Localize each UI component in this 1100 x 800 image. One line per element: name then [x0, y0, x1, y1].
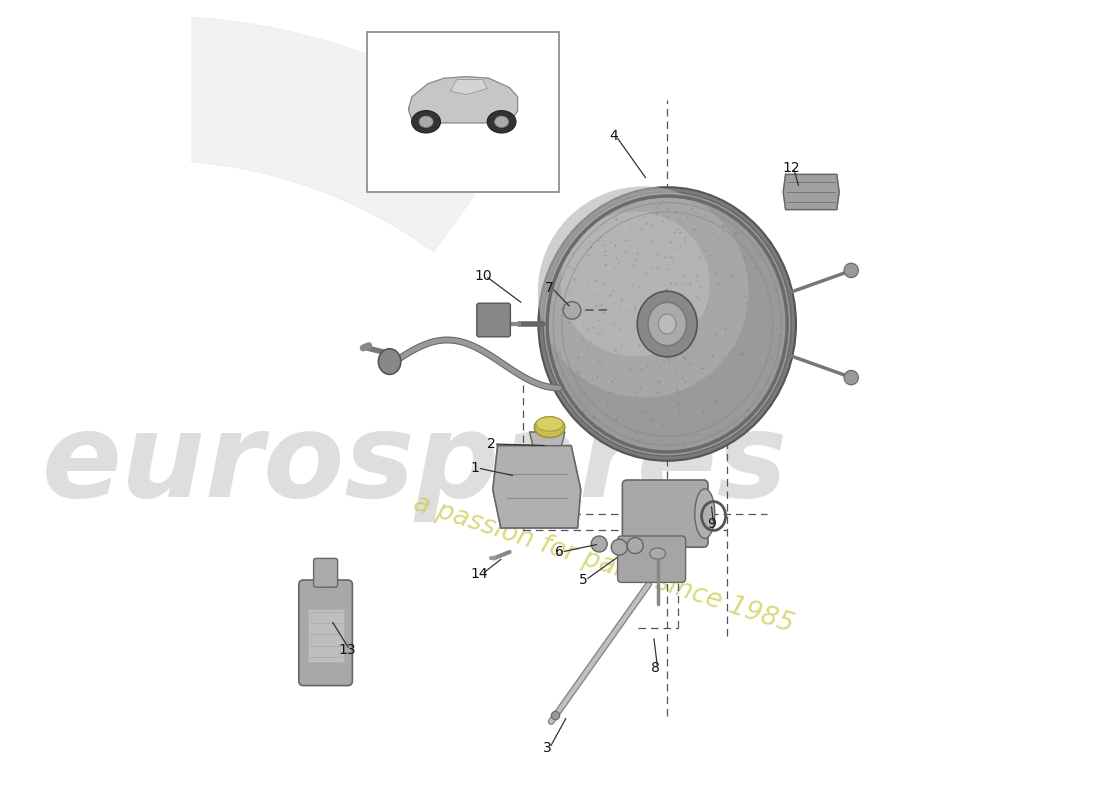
Polygon shape [409, 77, 518, 123]
Text: eurospares: eurospares [42, 406, 789, 522]
Polygon shape [783, 174, 839, 210]
Ellipse shape [627, 538, 644, 554]
Text: 1: 1 [471, 461, 480, 475]
FancyBboxPatch shape [299, 580, 352, 686]
Bar [308, 609, 343, 662]
Ellipse shape [495, 116, 508, 127]
Ellipse shape [538, 186, 749, 398]
FancyBboxPatch shape [617, 536, 685, 582]
Ellipse shape [637, 291, 697, 357]
Text: 9: 9 [707, 517, 716, 531]
Ellipse shape [535, 417, 564, 438]
FancyBboxPatch shape [623, 480, 708, 547]
FancyBboxPatch shape [476, 303, 510, 337]
Text: 13: 13 [339, 642, 356, 657]
Text: 4: 4 [609, 129, 618, 143]
Polygon shape [493, 446, 581, 528]
Ellipse shape [536, 417, 563, 431]
Ellipse shape [648, 302, 686, 346]
Text: 14: 14 [471, 567, 488, 582]
Ellipse shape [844, 370, 858, 385]
Text: 12: 12 [782, 161, 800, 175]
Ellipse shape [612, 539, 627, 555]
Text: 7: 7 [546, 281, 554, 295]
Ellipse shape [659, 314, 676, 334]
Polygon shape [0, 16, 518, 738]
Ellipse shape [591, 536, 607, 552]
Polygon shape [450, 79, 487, 94]
Text: a passion for parts since 1985: a passion for parts since 1985 [409, 490, 796, 638]
Polygon shape [529, 432, 564, 446]
Ellipse shape [844, 263, 858, 278]
Ellipse shape [543, 192, 791, 456]
Ellipse shape [378, 349, 400, 374]
Ellipse shape [411, 110, 440, 133]
Text: 10: 10 [474, 269, 492, 283]
Ellipse shape [419, 116, 433, 127]
Ellipse shape [561, 211, 710, 357]
FancyBboxPatch shape [314, 558, 338, 587]
Bar [367, 32, 559, 192]
Ellipse shape [695, 489, 715, 538]
Ellipse shape [487, 110, 516, 133]
Text: 2: 2 [487, 437, 496, 451]
Ellipse shape [538, 187, 796, 461]
Ellipse shape [650, 548, 666, 559]
Text: 3: 3 [542, 741, 551, 755]
Text: 5: 5 [579, 573, 587, 587]
Text: 6: 6 [554, 545, 563, 559]
Text: 8: 8 [651, 661, 660, 675]
Ellipse shape [563, 302, 581, 319]
